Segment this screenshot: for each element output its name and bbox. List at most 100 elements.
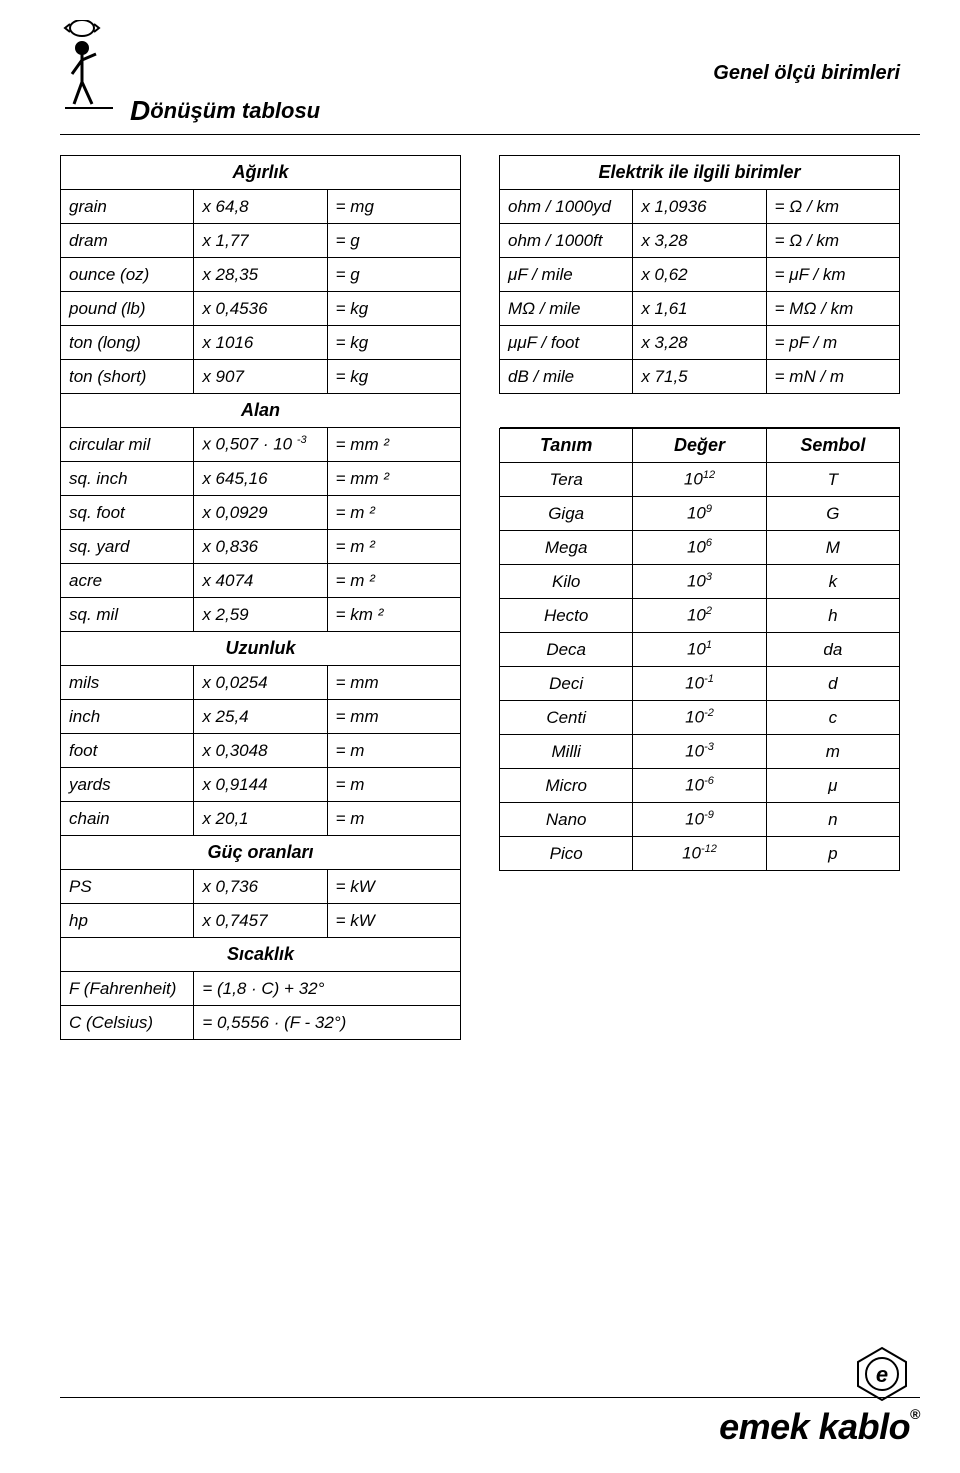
cell-factor: x 0,3048 [194,734,327,768]
cell-from: pound (lb) [61,292,194,326]
cell-value: 103 [633,565,766,599]
cell-to: = m ² [327,496,460,530]
cell-symbol: d [766,667,899,701]
cell-name: Centi [500,701,633,735]
cell-factor: x 1,61 [633,292,766,326]
cell-to: = mm [327,666,460,700]
registered-icon: ® [910,1406,920,1422]
table-row: inchx 25,4= mm [61,700,461,734]
cell-factor: x 1016 [194,326,327,360]
svg-text:e: e [876,1362,888,1387]
table-row: yardsx 0,9144= m [61,768,461,802]
cell-formula: = (1,8 · C) + 32° [194,972,461,1006]
table-row: pound (lb)x 0,4536= kg [61,292,461,326]
cell-from: dB / mile [500,360,633,394]
cell-from: yards [61,768,194,802]
cell-factor: x 4074 [194,564,327,598]
table-row: MΩ / milex 1,61= MΩ / km [500,292,900,326]
cell-symbol: h [766,599,899,633]
cell-name: Tera [500,463,633,497]
cell-to: = m [327,734,460,768]
table-row: acrex 4074= m ² [61,564,461,598]
table-row: circular milx 0,507 · 10 -3= mm ² [61,428,461,462]
section-length: Uzunluk [61,632,461,666]
cell-from: PS [61,870,194,904]
cell-from: ohm / 1000ft [500,224,633,258]
table-row: ton (long)x 1016= kg [61,326,461,360]
table-row: Mega106M [500,531,900,565]
cell-factor: x 0,0254 [194,666,327,700]
table-row: Micro10-6μ [500,769,900,803]
cell-symbol: k [766,565,899,599]
cell-factor: x 0,4536 [194,292,327,326]
cell-to: = mm [327,700,460,734]
table-row: PSx 0,736= kW [61,870,461,904]
page-footer: e emek kablo® [60,1397,920,1448]
table-row: Deci10-1d [500,667,900,701]
table-row: μF / milex 0,62= μF / km [500,258,900,292]
table-row: sq. inchx 645,16= mm ² [61,462,461,496]
cell-name: Micro [500,769,633,803]
cell-factor: x 0,736 [194,870,327,904]
table-row: Milli10-3m [500,735,900,769]
cell-name: Nano [500,803,633,837]
cell-factor: x 0,9144 [194,768,327,802]
cell-from: sq. mil [61,598,194,632]
section-electrical: Elektrik ile ilgili birimler [500,156,900,190]
cell-to: = kg [327,360,460,394]
cell-factor: x 71,5 [633,360,766,394]
cell-name: Hecto [500,599,633,633]
table-row: Deca101da [500,633,900,667]
cell-factor: x 25,4 [194,700,327,734]
cell-from: hp [61,904,194,938]
cell-to: = mN / m [766,360,899,394]
si-prefix-table: Tanım Değer Sembol Tera1012TGiga109GMega… [499,428,900,871]
section-temp: Sıcaklık [61,938,461,972]
cell-to: = Ω / km [766,190,899,224]
cell-to: = m ² [327,530,460,564]
cell-from: ounce (oz) [61,258,194,292]
cell-factor: x 0,0929 [194,496,327,530]
cell-from: ton (long) [61,326,194,360]
cell-symbol: μ [766,769,899,803]
table-row: hpx 0,7457= kW [61,904,461,938]
table-row: milsx 0,0254= mm [61,666,461,700]
cell-name: Giga [500,497,633,531]
conversion-table-left: Ağırlık grainx 64,8= mgdramx 1,77= gounc… [60,155,461,1040]
cell-factor: x 1,77 [194,224,327,258]
cell-value: 109 [633,497,766,531]
cell-value: 10-6 [633,769,766,803]
table-row: sq. footx 0,0929= m ² [61,496,461,530]
cell-from: dram [61,224,194,258]
cell-value: 10-9 [633,803,766,837]
section-weight: Ağırlık [61,156,461,190]
cell-factor: x 3,28 [633,326,766,360]
table-row: footx 0,3048= m [61,734,461,768]
cell-name: Pico [500,837,633,871]
cell-symbol: G [766,497,899,531]
electrical-units-table: Elektrik ile ilgili birimler ohm / 1000y… [499,155,900,428]
cell-to: = g [327,258,460,292]
page-category-title: Genel ölçü birimleri [713,62,900,85]
cell-from: inch [61,700,194,734]
table-row: Tera1012T [500,463,900,497]
cell-from: μF / mile [500,258,633,292]
cell-to: = m ² [327,564,460,598]
cell-to: = g [327,224,460,258]
cell-name: Milli [500,735,633,769]
cell-value: 10-2 [633,701,766,735]
cell-from: sq. inch [61,462,194,496]
cell-value: 10-1 [633,667,766,701]
cell-value: 102 [633,599,766,633]
page-header: Genel ölçü birimleri Dönüşüm tablosu [60,30,900,135]
cell-from: ton (short) [61,360,194,394]
table-row: sq. yardx 0,836= m ² [61,530,461,564]
cell-to: = kW [327,870,460,904]
cell-from: circular mil [61,428,194,462]
cell-from: μμF / foot [500,326,633,360]
table-row: Kilo103k [500,565,900,599]
cell-from: MΩ / mile [500,292,633,326]
cell-factor: x 3,28 [633,224,766,258]
cell-from: grain [61,190,194,224]
cell-from: C (Celsius) [61,1006,194,1040]
